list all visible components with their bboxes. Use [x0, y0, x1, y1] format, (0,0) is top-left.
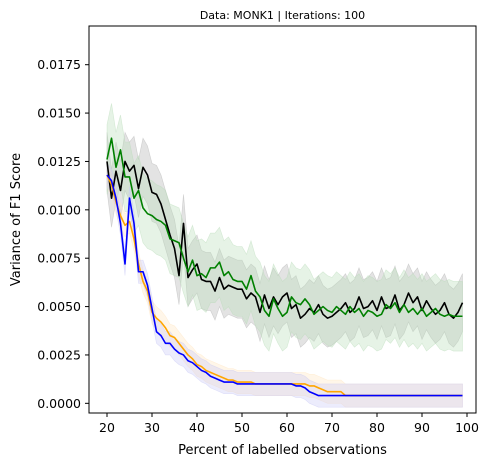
- y-tick-label: 0.0000: [37, 396, 81, 411]
- confidence-bands: [106, 103, 463, 408]
- y-tick-label: 0.0150: [37, 106, 81, 121]
- x-tick-label: 90: [414, 420, 430, 435]
- series-4-line: [106, 174, 463, 397]
- series-lines: [106, 137, 464, 397]
- y-axis-label: Variance of F1 Score: [9, 153, 24, 286]
- x-tick-label: 100: [455, 420, 479, 435]
- y-tick-label: 0.0175: [37, 57, 81, 72]
- x-tick-label: 40: [189, 420, 205, 435]
- series-2-line: [106, 137, 463, 318]
- x-tick-label: 80: [369, 420, 385, 435]
- x-tick-label: 60: [279, 420, 295, 435]
- x-axis-label: Percent of labelled observations: [178, 443, 387, 458]
- series-2-band: [106, 103, 463, 352]
- x-tick-label: 30: [144, 420, 160, 435]
- x-axis-ticks: 20 30 40 50 60 70 80 90 100: [99, 413, 479, 435]
- x-tick-label: 70: [324, 420, 340, 435]
- x-tick-label: 20: [99, 420, 115, 435]
- y-axis-ticks: 0.0000 0.0025 0.0050 0.0075 0.0100 0.0125 0.01…: [37, 57, 89, 411]
- y-tick-label: 0.0050: [37, 299, 81, 314]
- y-tick-label: 0.0125: [37, 154, 81, 169]
- y-tick-label: 0.0100: [37, 202, 81, 217]
- x-tick-label: 50: [234, 420, 250, 435]
- plot-frame: [88, 25, 477, 414]
- y-tick-label: 0.0025: [37, 347, 81, 362]
- y-tick-label: 0.0075: [37, 251, 81, 266]
- series-4-band: [106, 162, 463, 408]
- chart-title: Data: MONK1 | Iterations: 100: [200, 9, 365, 22]
